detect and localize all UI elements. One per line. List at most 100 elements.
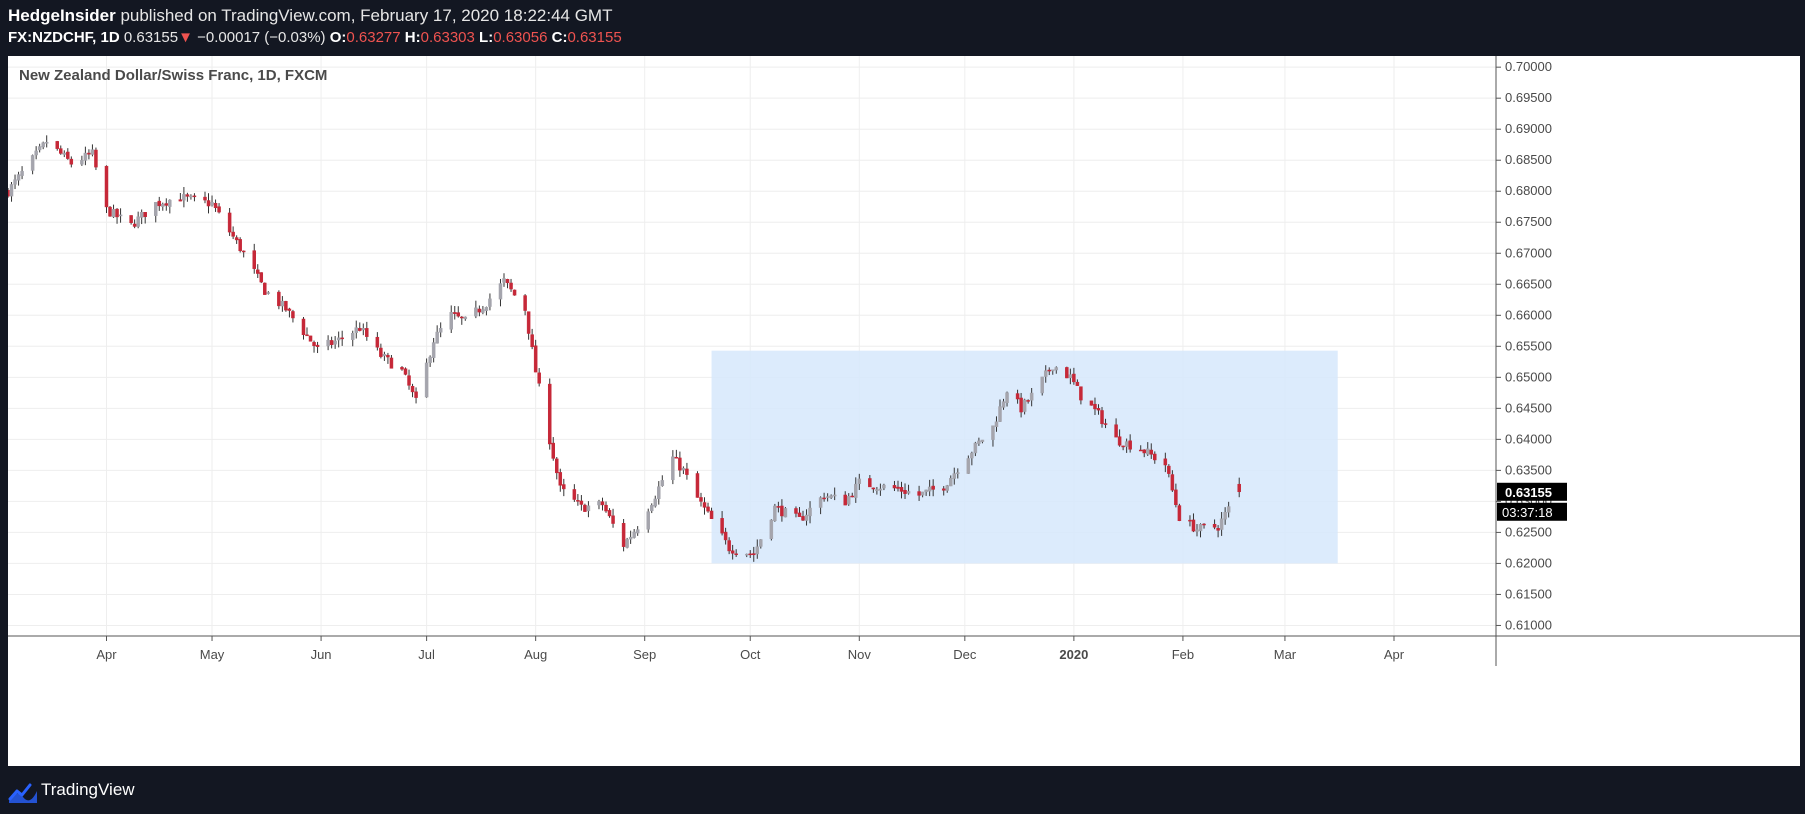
candle-body (597, 501, 601, 506)
price-chart[interactable]: 0.70000 0.69500 0.69000 0.68500 0.68000 0.675… (6, 56, 1800, 766)
candle-body (62, 152, 67, 155)
candle-body (132, 223, 137, 227)
candle-body (481, 309, 485, 313)
candle-body (646, 511, 650, 530)
candle-body (625, 539, 629, 548)
candle-body (1019, 397, 1023, 413)
candle-body (1226, 506, 1231, 513)
candle-body (438, 328, 443, 333)
candle-body (632, 531, 636, 538)
candle-body (1188, 519, 1192, 522)
x-tick-label: Jun (311, 647, 332, 662)
candle-body (607, 510, 612, 517)
y-tick-label: 0.61000 (1505, 617, 1552, 632)
tradingview-logo-icon[interactable] (8, 779, 38, 805)
candle-body (843, 494, 847, 506)
candle-body (759, 539, 763, 547)
chart-title: New Zealand Dollar/Swiss Franc, 1D, FXCM (19, 67, 328, 84)
candle-body (407, 375, 411, 386)
footer-bar: TradingView (0, 770, 1805, 814)
candle-body (1142, 449, 1146, 454)
candle-body (20, 170, 24, 176)
candle-body (1191, 519, 1196, 532)
candle-body (456, 312, 461, 317)
candle-body (526, 311, 531, 334)
candle-body (189, 195, 193, 198)
candle-body (906, 491, 911, 494)
x-tick-label: Apr (96, 647, 117, 662)
y-tick-label: 0.69500 (1505, 90, 1552, 105)
candle-body (611, 515, 615, 524)
candle-body (1022, 399, 1027, 412)
candle-body (1079, 386, 1083, 401)
candle-body (13, 179, 17, 185)
candle-body (59, 148, 63, 154)
candle-body (1216, 528, 1220, 531)
chart-area[interactable]: 0.70000 0.69500 0.69000 0.68500 0.68000 0.675… (6, 56, 1800, 766)
candle-body (1015, 393, 1020, 400)
high-label: H: (404, 29, 421, 46)
candle-body (734, 553, 738, 556)
candle-body (256, 269, 260, 274)
candle-body (949, 478, 953, 487)
candle-body (671, 456, 675, 481)
candle-body (924, 489, 928, 493)
candle-body (1167, 465, 1171, 474)
last-price-label-bg (1497, 482, 1567, 501)
candle-body (358, 328, 362, 331)
publisher-name[interactable]: HedgeInsider (8, 6, 116, 25)
candle-body (435, 331, 439, 344)
candle-body (882, 484, 886, 489)
candle-body (1051, 369, 1055, 372)
candle-body (453, 312, 457, 314)
candle-body (1138, 449, 1143, 452)
candle-body (365, 328, 369, 337)
candle-body (875, 489, 879, 491)
candle-body (523, 295, 527, 311)
candle-body (277, 291, 281, 307)
candle-body (1005, 392, 1009, 403)
candle-body (90, 149, 95, 155)
open-label: O: (329, 29, 347, 46)
countdown-label: 03:37:18 (1502, 505, 1553, 520)
candle-body (674, 457, 679, 459)
candle-body (509, 282, 513, 290)
candle-body (502, 278, 506, 283)
candle-body (312, 342, 316, 347)
candle-body (1237, 483, 1241, 493)
candle-body (1177, 505, 1182, 521)
candle-body (203, 196, 207, 201)
candle-body (801, 516, 805, 521)
close-label: C: (551, 29, 568, 46)
candle-body (695, 473, 700, 498)
candle-body (1198, 524, 1203, 532)
y-tick-label: 0.70000 (1505, 59, 1552, 74)
candle-body (1075, 381, 1080, 386)
candle-body (555, 458, 559, 474)
candle-body (752, 553, 756, 556)
candle-body (1153, 453, 1157, 461)
candle-body (825, 496, 830, 498)
candle-body (685, 468, 689, 475)
candle-body (699, 497, 703, 502)
candle-body (280, 300, 285, 307)
candle-body (579, 500, 584, 505)
candle-body (980, 439, 985, 442)
low-label: L: (479, 29, 494, 46)
candle-body (871, 487, 876, 490)
candle-body (66, 151, 70, 159)
published-text: published on TradingView.com, February 1… (120, 6, 613, 25)
candle-body (414, 391, 418, 398)
candle-body (139, 212, 144, 218)
candle-body (55, 141, 59, 149)
x-tick-label: Oct (740, 647, 761, 662)
candle-body (635, 529, 640, 534)
candle-body (829, 495, 833, 498)
symbol-label[interactable]: FX:NZDCHF, 1D (8, 29, 120, 46)
y-tick-label: 0.67500 (1505, 214, 1552, 229)
candle-body (386, 354, 390, 358)
tradingview-brand[interactable]: TradingView (41, 780, 135, 799)
candle-body (1117, 436, 1122, 446)
candle-body (562, 484, 566, 490)
candle-body (1068, 374, 1073, 379)
